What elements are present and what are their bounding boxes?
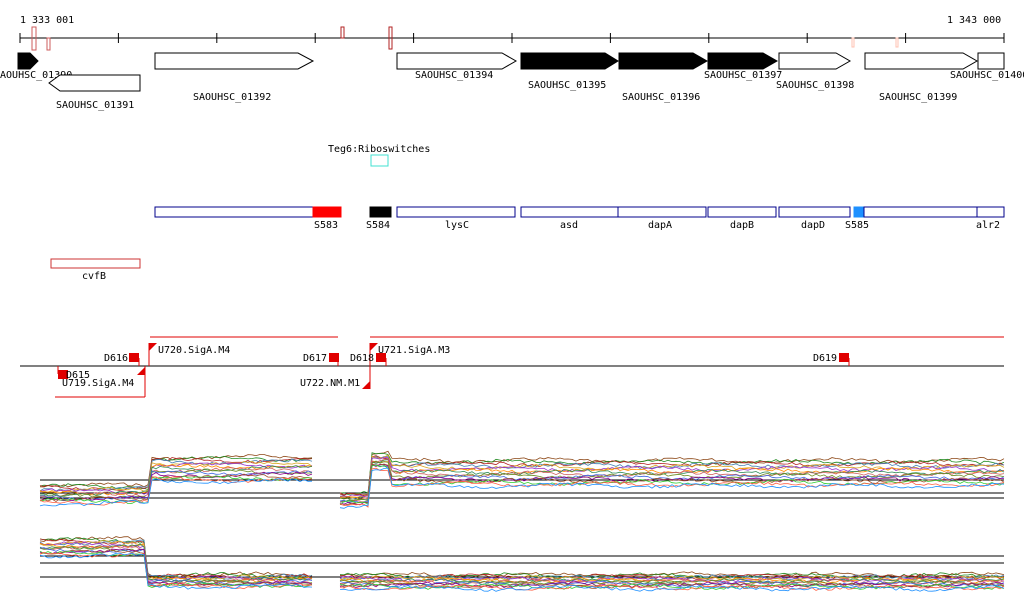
feature-cvfb[interactable]: cvfB — [50, 258, 141, 282]
promoter-u719[interactable]: U719.SigA.M4 — [62, 366, 146, 397]
expression-profile-line — [39, 467, 1005, 509]
feature-dapb[interactable]: dapB — [707, 206, 777, 231]
terminator-d619[interactable]: D619 — [813, 353, 850, 366]
feature-dapa[interactable]: dapA — [617, 206, 707, 231]
svg-text:SAOUHSC_01399: SAOUHSC_01399 — [879, 92, 957, 103]
svg-text:SAOUHSC_01391: SAOUHSC_01391 — [56, 100, 134, 111]
svg-text:lysC: lysC — [445, 220, 469, 231]
svg-text:U720.SigA.M4: U720.SigA.M4 — [158, 345, 230, 356]
gene-saouhsc-01395[interactable]: SAOUHSC_01395 — [520, 52, 619, 91]
feature-s584[interactable]: S584 — [366, 206, 392, 231]
feature-track: S583 S584 lysC asd dapA dapB dapD S585 — [154, 206, 1005, 231]
svg-text:dapA: dapA — [648, 220, 672, 231]
riboswitch-feature[interactable] — [370, 154, 389, 167]
svg-text:S584: S584 — [366, 220, 390, 231]
svg-text:asd: asd — [560, 220, 578, 231]
gene-saouhsc-01391[interactable]: SAOUHSC_01391 — [48, 74, 141, 111]
promoter-u720[interactable]: U720.SigA.M4 — [148, 343, 230, 366]
svg-text:dapB: dapB — [730, 220, 754, 231]
feature-box-long[interactable] — [154, 206, 314, 218]
feature-asd[interactable]: asd — [520, 206, 619, 231]
terminator-d617[interactable]: D617 — [303, 353, 339, 366]
expression-panel-upper — [39, 450, 1005, 509]
coordinate-ruler: 1 333 001 1 343 000 — [19, 15, 1005, 51]
feature-lysc[interactable]: lysC — [396, 206, 516, 231]
gene-saouhsc-01398[interactable]: SAOUHSC_01398 — [776, 52, 854, 91]
gene-saouhsc-01399[interactable]: SAOUHSC_01399 — [864, 52, 979, 103]
promoter-u721[interactable]: U721.SigA.M3 — [369, 343, 450, 366]
ruler-marks — [31, 26, 899, 51]
gene-saouhsc-01400[interactable]: SAOUHSC_01400 — [950, 52, 1024, 81]
riboswitch-track: Teg6:Riboswitches — [328, 144, 430, 167]
svg-text:SAOUHSC_01390: SAOUHSC_01390 — [0, 70, 72, 81]
svg-text:SAOUHSC_01397: SAOUHSC_01397 — [704, 70, 782, 81]
expression-profile-line — [39, 547, 1005, 588]
svg-text:D615: D615 — [66, 370, 90, 381]
svg-text:D619: D619 — [813, 353, 837, 364]
gene-track: SAOUHSC_01390 SAOUHSC_01391 SAOUHSC_0139… — [0, 52, 1024, 111]
svg-text:SAOUHSC_01400: SAOUHSC_01400 — [950, 70, 1024, 81]
gene-saouhsc-01394[interactable]: SAOUHSC_01394 — [396, 52, 518, 81]
svg-text:U719.SigA.M4: U719.SigA.M4 — [62, 378, 134, 389]
terminator-d618[interactable]: D618 — [350, 353, 387, 366]
feature-dapd[interactable]: dapD — [778, 206, 851, 231]
expression-profile-line — [39, 536, 1005, 579]
ruler-start-label: 1 333 001 — [20, 15, 74, 26]
gene-saouhsc-01392[interactable]: SAOUHSC_01392 — [154, 52, 315, 103]
svg-text:SAOUHSC_01394: SAOUHSC_01394 — [415, 70, 493, 81]
transcription-track: U720.SigA.M4 U721.SigA.M3 U719.SigA.M4 U… — [20, 336, 1004, 398]
expression-profile-line — [39, 464, 1005, 503]
svg-text:cvfB: cvfB — [82, 271, 106, 282]
expression-profile-line — [39, 537, 1005, 579]
svg-text:D616: D616 — [104, 353, 128, 364]
svg-text:SAOUHSC_01395: SAOUHSC_01395 — [528, 80, 606, 91]
svg-text:S583: S583 — [314, 220, 338, 231]
riboswitch-track-label: Teg6:Riboswitches — [328, 144, 430, 155]
expression-profile-line — [39, 458, 1005, 502]
terminator-d615[interactable]: D615 — [57, 366, 90, 381]
promoter-u722[interactable]: U722.NM.M1 — [300, 366, 371, 389]
svg-text:U722.NM.M1: U722.NM.M1 — [300, 378, 360, 389]
svg-text:alr2: alr2 — [976, 220, 1000, 231]
feature-s583[interactable]: S583 — [312, 206, 342, 231]
svg-text:D617: D617 — [303, 353, 327, 364]
svg-text:D618: D618 — [350, 353, 374, 364]
expression-panel-lower — [39, 536, 1005, 592]
expression-profile-line — [39, 456, 1004, 500]
expression-profile-line — [39, 467, 1005, 508]
expression-profile-line — [39, 552, 1005, 592]
ruler-end-label: 1 343 000 — [947, 15, 1001, 26]
svg-text:SAOUHSC_01392: SAOUHSC_01392 — [193, 92, 271, 103]
feature-alr2[interactable]: alr2 — [863, 206, 1005, 231]
gene-saouhsc-01396[interactable]: SAOUHSC_01396 — [618, 52, 709, 103]
svg-text:S585: S585 — [845, 220, 869, 231]
gene-saouhsc-01397[interactable]: SAOUHSC_01397 — [704, 52, 782, 81]
svg-text:SAOUHSC_01396: SAOUHSC_01396 — [622, 92, 700, 103]
terminator-d616[interactable]: D616 — [104, 353, 140, 366]
svg-text:SAOUHSC_01398: SAOUHSC_01398 — [776, 80, 854, 91]
svg-text:dapD: dapD — [801, 220, 825, 231]
svg-text:U721.SigA.M3: U721.SigA.M3 — [378, 345, 450, 356]
expression-profile-line — [39, 548, 1005, 589]
gene-saouhsc-01390[interactable]: SAOUHSC_01390 — [0, 52, 72, 81]
